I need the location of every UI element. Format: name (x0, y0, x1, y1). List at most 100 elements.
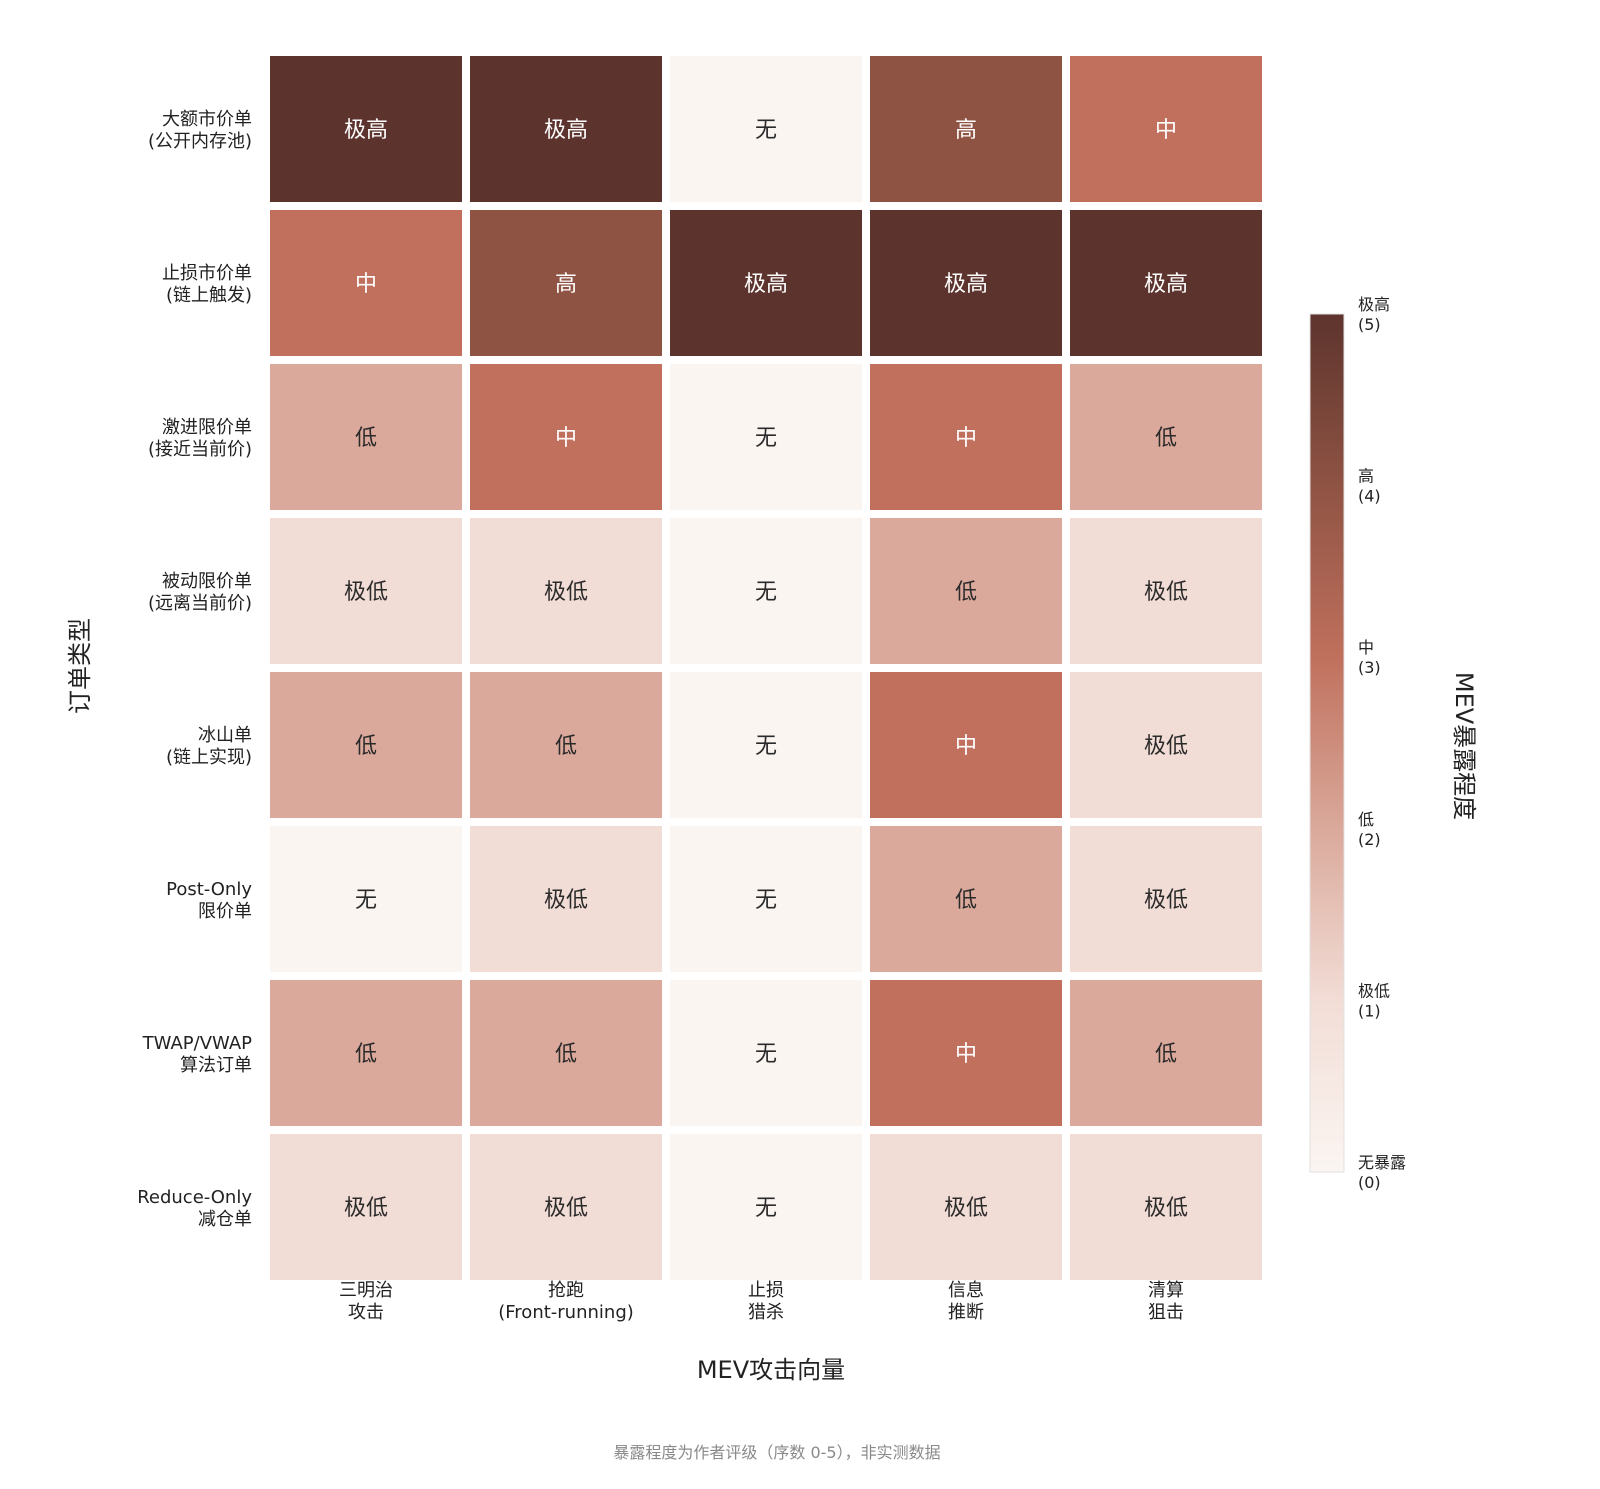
heatmap-cell (670, 980, 862, 1126)
heatmap-cell (470, 1134, 662, 1280)
heatmap-cell (1070, 826, 1262, 972)
cell-value-label: 极低 (1144, 1196, 1188, 1221)
colorbar-tick-label: 极高(5) (1358, 295, 1390, 334)
heatmap-cell (670, 1134, 862, 1280)
heatmap-cell (470, 56, 662, 202)
cell-value-label: 中 (955, 426, 977, 451)
heatmap-cell (470, 364, 662, 510)
x-tick-label: 三明治攻击 (339, 1280, 393, 1323)
colorbar-tick-label: 中(3) (1358, 638, 1381, 677)
heatmap-cell (1070, 1134, 1262, 1280)
heatmap-cell (670, 210, 862, 356)
cell-value-label: 无 (755, 888, 777, 913)
cell-value-label: 高 (555, 272, 577, 297)
cell-value-label: 极高 (344, 118, 388, 143)
cell-value-label: 极高 (1144, 272, 1188, 297)
cell-value-label: 极低 (544, 580, 588, 605)
heatmap-cell (270, 1134, 462, 1280)
cell-value-label: 中 (955, 1042, 977, 1067)
heatmap-cell (870, 364, 1062, 510)
cell-value-label: 极低 (1144, 734, 1188, 759)
heatmap-cell (470, 518, 662, 664)
heatmap-cell (670, 826, 862, 972)
cell-value-label: 中 (355, 272, 377, 297)
heatmap-cell (870, 980, 1062, 1126)
cell-value-label: 低 (955, 888, 977, 913)
colorbar-tick-label: 低(2) (1358, 810, 1381, 849)
heatmap-cell (870, 672, 1062, 818)
cell-value-label: 低 (955, 580, 977, 605)
heatmap-cell (670, 518, 862, 664)
cell-value-label: 无 (755, 1042, 777, 1067)
heatmap-cell (270, 56, 462, 202)
cell-value-label: 无 (755, 426, 777, 451)
y-tick-label: 大额市价单(公开内存池) (148, 109, 252, 152)
cell-value-label: 极低 (344, 580, 388, 605)
heatmap-cell (1070, 364, 1262, 510)
cell-value-label: 无 (755, 734, 777, 759)
cell-value-label: 低 (555, 734, 577, 759)
x-tick-label: 止损猎杀 (748, 1280, 784, 1323)
y-axis-title: 订单类型 (66, 618, 94, 714)
colorbar-tick-label: 无暴露(0) (1358, 1153, 1406, 1192)
heatmap-cell (1070, 56, 1262, 202)
y-tick-label: Reduce-Only 减仓单 (137, 1187, 252, 1230)
cell-value-label: 低 (355, 1042, 377, 1067)
cell-value-label: 低 (355, 734, 377, 759)
y-tick-label: Post-Only 限价单 (166, 879, 252, 922)
heatmap-cell (670, 672, 862, 818)
heatmap-cell (470, 672, 662, 818)
y-tick-label: 冰山单(链上实现) (166, 725, 252, 768)
heatmap-cell (470, 980, 662, 1126)
x-tick-labels: 三明治攻击 抢跑(Front-running) 止损猎杀 信息推断 清算狙击 (339, 1280, 1184, 1323)
heatmap-cell (270, 518, 462, 664)
heatmap-cell (870, 518, 1062, 664)
heatmap-cell (1070, 518, 1262, 664)
y-tick-label: 止损市价单(链上触发) (162, 263, 252, 306)
cell-value-label: 极低 (544, 888, 588, 913)
y-tick-label: 激进限价单(接近当前价) (148, 417, 252, 460)
cell-value-label: 无 (755, 1196, 777, 1221)
cell-value-label: 极低 (1144, 888, 1188, 913)
y-tick-labels: 大额市价单(公开内存池) 止损市价单(链上触发) 激进限价单(接近当前价) 被动限价单… (137, 109, 252, 1230)
cell-value-label: 低 (555, 1042, 577, 1067)
cell-value-label: 低 (1155, 1042, 1177, 1067)
cell-value-label: 中 (1155, 118, 1177, 143)
cell-value-label: 无 (755, 580, 777, 605)
y-tick-label: 被动限价单(远离当前价) (148, 571, 252, 614)
heatmap-cell (270, 980, 462, 1126)
cell-value-label: 低 (355, 426, 377, 451)
heatmap-cell (270, 672, 462, 818)
heatmap-cell (670, 56, 862, 202)
x-tick-label: 信息推断 (948, 1280, 984, 1323)
cell-value-label: 无 (755, 118, 777, 143)
colorbar-gradient (1309, 313, 1345, 1173)
colorbar: 无暴露(0) 极低(1) 低(2) 中(3) 高(4) 极高(5) (1309, 295, 1406, 1192)
cell-value-label: 中 (555, 426, 577, 451)
cell-value-label: 极高 (544, 118, 588, 143)
x-tick-label: 抢跑(Front-running) (498, 1280, 634, 1323)
heatmap-cell (1070, 210, 1262, 356)
heatmap-cells: 极高 极高无高中中高极高 极高 极高低中无中低极低 极低无低极低低低无中极低无 极低无低极… (270, 56, 1262, 1280)
heatmap-cell (870, 210, 1062, 356)
x-axis-title: MEV攻击向量 (697, 1356, 845, 1384)
colorbar-title: MEV暴露程度 (1450, 672, 1478, 820)
heatmap-cell (470, 826, 662, 972)
cell-value-label: 极高 (744, 272, 788, 297)
heatmap-cell (870, 1134, 1062, 1280)
heatmap-cell (470, 210, 662, 356)
cell-value-label: 极高 (944, 272, 988, 297)
heatmap-cell (270, 364, 462, 510)
cell-value-label: 无 (355, 888, 377, 913)
heatmap-cell (270, 826, 462, 972)
heatmap-cell (1070, 980, 1262, 1126)
heatmap-cell (270, 210, 462, 356)
cell-value-label: 极低 (944, 1196, 988, 1221)
heatmap-cell (870, 826, 1062, 972)
colorbar-tick-label: 极低(1) (1358, 981, 1390, 1020)
cell-value-label: 极低 (344, 1196, 388, 1221)
colorbar-tick-label: 高(4) (1358, 467, 1381, 506)
cell-value-label: 高 (955, 118, 977, 143)
heatmap-cell (870, 56, 1062, 202)
